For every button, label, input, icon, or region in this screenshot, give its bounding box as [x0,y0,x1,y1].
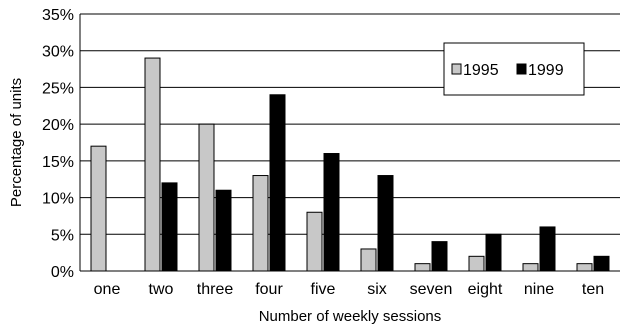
y-tick-label: 25% [42,80,74,97]
bar-1995-ten [576,263,593,272]
axes [79,14,620,272]
legend-label-1999: 1999 [528,62,564,79]
y-tick-label: 30% [42,44,74,61]
legend-swatch-1995 [451,63,462,75]
y-tick-label: 5% [51,227,74,244]
legend-swatch-1999 [516,63,527,75]
x-category-label: four [255,281,283,298]
legend-box [443,42,585,96]
y-tick-label: 35% [42,7,74,24]
legend: 1995 1999 [443,42,585,96]
x-category-label: five [311,281,336,298]
y-tick-label: 0% [51,264,74,281]
bar-1999-four [269,94,286,272]
bar-1995-one [90,145,107,272]
bar-1999-two [161,182,178,272]
x-axis-title: Number of weekly sessions [259,308,442,325]
x-category-label: ten [582,281,604,298]
y-tick-labels: 0% 5% 10% 15% 20% 25% 30% 35% [42,7,74,281]
bar-1995-three [198,123,215,272]
bar-1999-seven [431,241,448,272]
bars [90,57,610,272]
x-category-labels: one two three four five six seven eight nine ten [94,281,604,298]
y-axis-title: Percentage of units [8,78,25,207]
bar-1995-eight [468,255,485,272]
bar-1999-ten [593,255,610,272]
bar-1999-five [323,153,340,272]
y-tick-label: 15% [42,154,74,171]
bar-1995-four [252,175,269,272]
bar-1999-eight [485,233,502,272]
x-category-label: one [94,281,121,298]
x-category-label: nine [524,281,554,298]
bar-1995-two [144,57,161,272]
x-category-label: eight [468,281,503,298]
bar-1995-six [360,248,377,272]
bar-1995-nine [522,263,539,272]
bar-1999-three [215,189,232,272]
bar-1995-seven [414,263,431,272]
x-category-label: six [367,281,387,298]
y-tick-label: 20% [42,117,74,134]
x-category-label: three [197,281,234,298]
x-category-label: seven [410,281,453,298]
bar-1999-nine [539,226,556,272]
y-tick-label: 10% [42,191,74,208]
x-category-label: two [149,281,174,298]
bar-1999-six [377,175,394,272]
bar-1995-five [306,211,323,272]
legend-label-1995: 1995 [463,62,499,79]
